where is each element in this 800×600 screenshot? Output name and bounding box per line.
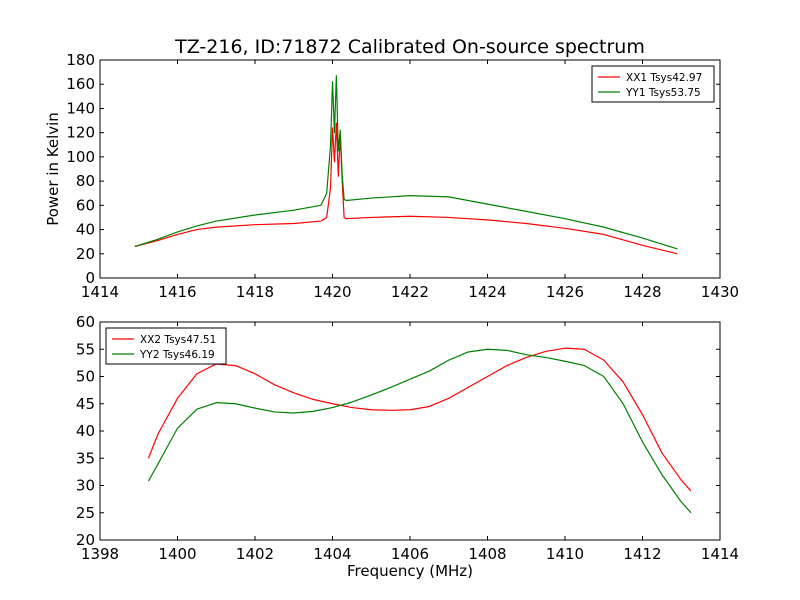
bottom-x-tick-label: 1400 (158, 545, 196, 563)
top-y-tick-label: 60 (76, 196, 95, 214)
bottom-y-tick-label: 30 (76, 477, 95, 495)
bottom-plot: 1398 1400 1402 1404 1406 1408 1410 1412 1414 20 25… (76, 313, 739, 563)
bottom-y-tick-label: 60 (76, 313, 95, 331)
bottom-x-tick-label: 1414 (701, 545, 739, 563)
bottom-x-tick-label: 1410 (546, 545, 584, 563)
bottom-x-tick-label: 1406 (391, 545, 429, 563)
x-axis-label: Frequency (MHz) (347, 562, 473, 580)
top-x-tick-label: 1420 (313, 283, 351, 301)
top-x-tick-label: 1422 (391, 283, 429, 301)
top-y-tick-label: 0 (85, 269, 95, 287)
top-legend-label-2: YY1 Tsys53.75 (625, 87, 701, 99)
top-y-tick-label: 140 (66, 99, 95, 117)
top-x-tick-label: 1428 (623, 283, 661, 301)
top-y-tick-label: 40 (76, 221, 95, 239)
bottom-y-tick-label: 20 (76, 531, 95, 549)
bottom-series-line-2 (147, 348, 692, 514)
top-y-tick-label: 160 (66, 75, 95, 93)
top-x-tick-label: 1416 (158, 283, 196, 301)
top-y-tick-label: 100 (66, 148, 95, 166)
y-axis-label: Power in Kelvin (44, 112, 62, 226)
top-x-tick-label: 1424 (468, 283, 506, 301)
top-x-tick-label: 1414 (81, 283, 119, 301)
bottom-series-line-1 (147, 347, 692, 492)
bottom-legend-label-2: YY2 Tsys46.19 (139, 349, 215, 361)
bottom-x-tick-label: 1402 (236, 545, 274, 563)
top-x-tick-label: 1430 (701, 283, 739, 301)
top-plot: 1414 1416 1418 1420 1422 1424 1426 1428 1430 0 20 4… (66, 51, 739, 301)
top-legend-box (591, 65, 715, 103)
bottom-y-tick-label: 40 (76, 422, 95, 440)
bottom-y-tick-label: 35 (76, 449, 95, 467)
chart-title: TZ-216, ID:71872 Calibrated On-source sp… (174, 36, 645, 58)
top-series-line-2 (134, 75, 678, 250)
bottom-y-tick-label: 25 (76, 504, 95, 522)
top-y-tick-label: 80 (76, 172, 95, 190)
bottom-x-tick-label: 1412 (623, 545, 661, 563)
top-legend: XX1 Tsys42.97 YY1 Tsys53.75 (591, 65, 715, 103)
bottom-legend-label-1: XX2 Tsys47.51 (140, 334, 216, 346)
top-x-tick-label: 1426 (546, 283, 584, 301)
bottom-x-tick-label: 1408 (468, 545, 506, 563)
top-y-tick-label: 20 (76, 245, 95, 263)
bottom-legend-box (105, 327, 227, 365)
top-series-line-1 (134, 122, 678, 255)
top-legend-label-1: XX1 Tsys42.97 (626, 72, 702, 84)
bottom-x-tick-label: 1398 (81, 545, 119, 563)
bottom-legend: XX2 Tsys47.51 YY2 Tsys46.19 (105, 327, 227, 365)
bottom-y-tick-label: 50 (76, 368, 95, 386)
bottom-y-tick-label: 45 (76, 395, 95, 413)
bottom-y-tick-label: 55 (76, 340, 95, 358)
top-y-tick-label: 120 (66, 124, 95, 142)
bottom-x-tick-label: 1404 (313, 545, 351, 563)
top-x-tick-label: 1418 (236, 283, 274, 301)
top-y-tick-label: 180 (66, 51, 95, 69)
